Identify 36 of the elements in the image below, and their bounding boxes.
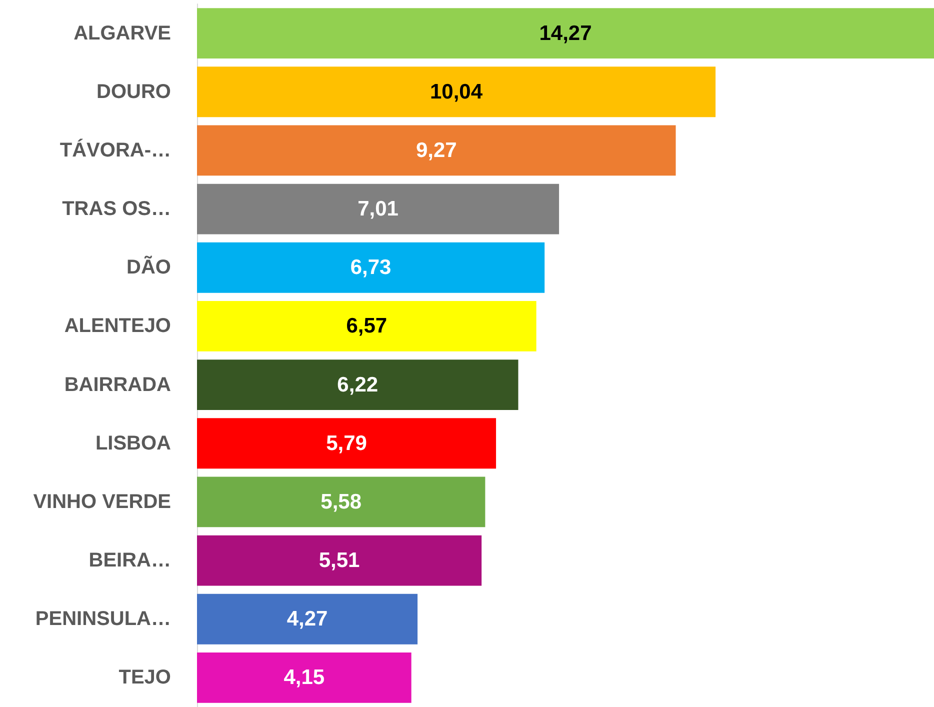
data-label: 5,51 [318,549,360,572]
y-tick-label: BAIRRADA [64,374,171,396]
bar [197,476,486,528]
data-label: 4,27 [286,608,328,631]
bar [197,418,496,469]
bar [197,301,536,352]
bar [197,535,482,586]
y-tick-label: DÃO [126,256,171,279]
bar [197,184,560,234]
y-tick-label: TRAS OS… [62,198,171,220]
data-label: 10,04 [430,80,483,104]
y-tick-label: ALENTEJO [64,315,171,338]
bar [197,8,934,58]
bar [197,594,418,644]
data-label: 6,73 [350,256,392,280]
data-label: 6,57 [346,314,388,338]
data-label: 14,27 [539,22,592,45]
data-label: 4,15 [284,666,325,690]
y-tick-label: VINHO VERDE [33,490,171,513]
data-label: 7,01 [358,198,399,221]
y-tick-label: PENINSULA… [35,608,171,630]
y-tick-label: LISBOA [95,432,171,454]
data-label: 5,79 [326,432,367,455]
y-tick-label: TÁVORA-… [60,138,171,162]
data-label: 6,22 [337,373,378,396]
data-label: 5,58 [320,490,362,514]
data-label: 9,27 [416,138,457,162]
y-tick-label: ALGARVE [74,22,171,44]
bar [197,66,716,118]
y-tick-label: BEIRA… [88,550,171,572]
bar [197,125,676,176]
y-tick-label: DOURO [96,80,171,103]
bar [197,360,518,410]
y-tick-label: TEJO [118,666,171,689]
bar [197,652,412,703]
bar [197,242,545,293]
